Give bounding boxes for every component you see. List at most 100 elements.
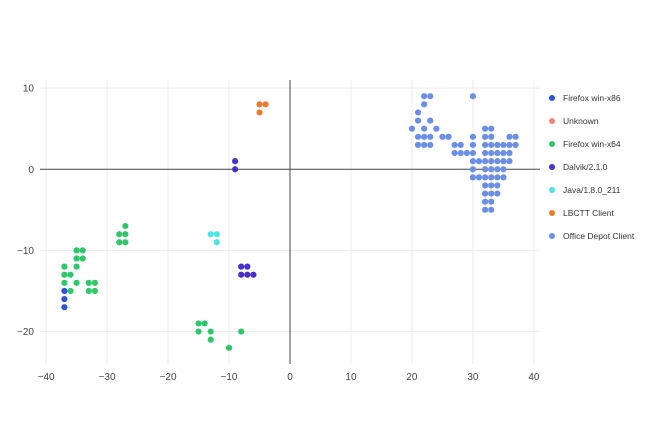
data-point [79, 255, 86, 262]
data-point [482, 190, 489, 197]
data-point [488, 190, 495, 197]
data-point [250, 271, 257, 278]
data-point [494, 158, 501, 165]
data-point [207, 328, 214, 335]
data-point [482, 125, 489, 132]
tick-labels: −40 −30 −20 −10 0 10 20 30 40 10 0 −10 −20 [17, 84, 540, 383]
data-point [116, 239, 123, 246]
data-point [482, 166, 489, 173]
data-point [445, 133, 452, 140]
data-point [433, 125, 440, 132]
data-point [201, 320, 208, 327]
data-point [232, 158, 239, 165]
x-tick-label: 20 [406, 372, 418, 383]
data-point [469, 133, 477, 140]
data-point [482, 206, 489, 213]
data-point [414, 133, 422, 140]
data-point [469, 141, 477, 149]
y-tick-label: 0 [28, 165, 34, 176]
data-point [421, 141, 428, 149]
zero-axes [40, 80, 540, 364]
data-point [488, 206, 495, 213]
data-point [469, 93, 477, 100]
legend-marker[interactable] [549, 95, 555, 101]
data-point [469, 166, 477, 173]
data-point [457, 149, 464, 157]
legend-label[interactable]: Office Depot Client [563, 231, 635, 241]
data-point [482, 133, 489, 140]
data-point [482, 198, 489, 205]
legend-marker[interactable] [549, 141, 555, 147]
x-tick-label: −30 [99, 372, 116, 383]
data-point [451, 149, 458, 157]
legend-label[interactable]: LBCTT Client [563, 208, 614, 218]
data-point [506, 158, 513, 165]
data-point [421, 125, 428, 132]
data-point [457, 141, 464, 149]
x-tick-label: 0 [287, 372, 293, 383]
data-point [482, 141, 489, 149]
x-tick-label: −20 [160, 372, 177, 383]
legend-label[interactable]: Firefox win-x86 [563, 93, 621, 103]
data-point [73, 247, 80, 254]
legend-label[interactable]: Firefox win-x64 [563, 139, 621, 149]
data-point [488, 125, 495, 132]
data-point [469, 149, 477, 157]
data-point [451, 141, 458, 149]
data-point [500, 158, 507, 165]
legend-marker[interactable] [549, 233, 555, 239]
data-point [414, 117, 422, 124]
data-point [421, 93, 428, 100]
legend-marker[interactable] [549, 187, 555, 193]
legend-label[interactable]: Dalvik/2.1.0 [563, 162, 608, 172]
data-point [494, 190, 501, 197]
data-point [506, 133, 513, 140]
x-tick-label: 30 [467, 372, 479, 383]
data-point [195, 320, 202, 327]
data-point [512, 141, 519, 149]
data-point [469, 174, 477, 181]
legend[interactable]: Firefox win-x86 Unknown Firefox win-x64 Dal… [549, 93, 635, 241]
data-point [122, 222, 129, 230]
data-point [122, 231, 129, 238]
data-point [488, 198, 495, 205]
data-point [488, 141, 495, 149]
data-point [61, 295, 68, 303]
legend-marker[interactable] [549, 210, 555, 216]
data-point [427, 117, 434, 124]
data-point [414, 141, 422, 149]
legend-label[interactable]: Java/1.8.0_211 [563, 185, 621, 195]
data-point [500, 166, 507, 173]
data-point [61, 271, 68, 278]
data-point [225, 344, 233, 351]
y-tick-label: −10 [17, 246, 34, 257]
data-point [73, 279, 80, 286]
data-point [494, 141, 501, 149]
data-point [73, 263, 80, 270]
data-point [91, 279, 98, 286]
data-point [475, 174, 483, 181]
data-point [482, 158, 489, 165]
data-point [244, 271, 251, 278]
data-point [256, 109, 263, 116]
legend-marker[interactable] [549, 118, 555, 124]
legend-label[interactable]: Unknown [563, 116, 599, 126]
data-point [116, 231, 123, 238]
data-point [488, 182, 495, 189]
legend-marker[interactable] [549, 164, 555, 170]
data-point [482, 182, 489, 189]
data-point [238, 263, 245, 270]
data-point [500, 174, 507, 181]
data-point [213, 239, 220, 246]
data-point [512, 133, 519, 140]
data-point [482, 174, 489, 181]
data-point [256, 101, 263, 108]
data-point [244, 263, 251, 270]
data-point [85, 287, 92, 295]
data-point [238, 328, 245, 335]
data-point [73, 255, 80, 262]
data-point [67, 287, 74, 295]
data-point [463, 149, 470, 157]
